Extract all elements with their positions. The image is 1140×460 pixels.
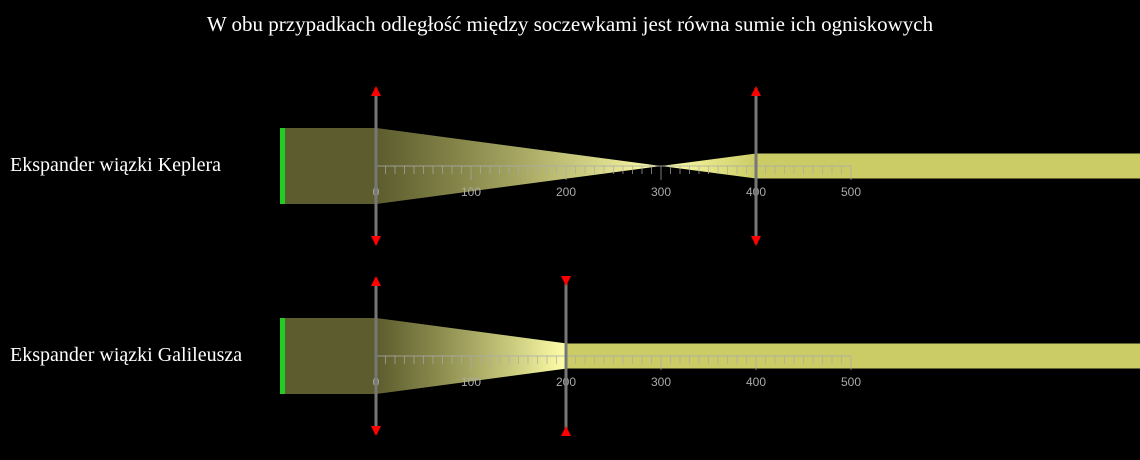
ruler-tick-label: 400 bbox=[746, 375, 766, 389]
setup-1: 0100200300400500 bbox=[280, 276, 1140, 436]
input-beam bbox=[283, 128, 376, 204]
lens-arrow-inward-top-icon bbox=[561, 276, 571, 286]
lens-1 bbox=[371, 276, 381, 436]
setup-0: 0100200300400500 bbox=[280, 86, 1140, 246]
lens-arrow-up-icon bbox=[371, 86, 381, 96]
ruler-tick-label: 500 bbox=[841, 375, 861, 389]
ruler-tick-label: 100 bbox=[461, 185, 481, 199]
light-source bbox=[280, 318, 285, 394]
galileo-label: Ekspander wiązki Galileusza bbox=[10, 344, 243, 366]
lens-arrow-down-icon bbox=[371, 426, 381, 436]
light-source bbox=[280, 128, 285, 204]
kepler-label: Ekspander wiązki Keplera bbox=[10, 154, 222, 176]
lens-1 bbox=[371, 86, 381, 246]
lens-arrow-up-icon bbox=[371, 276, 381, 286]
ruler-tick-label: 300 bbox=[651, 185, 671, 199]
lens-2 bbox=[561, 276, 571, 436]
lens-arrow-inward-bottom-icon bbox=[561, 426, 571, 436]
ruler-tick-label: 500 bbox=[841, 185, 861, 199]
input-beam bbox=[283, 318, 376, 394]
ruler-tick-label: 300 bbox=[651, 375, 671, 389]
diagram-caption: W obu przypadkach odległość między socze… bbox=[206, 12, 934, 36]
lens-2 bbox=[751, 86, 761, 246]
ruler-tick-label: 100 bbox=[461, 375, 481, 389]
lens-arrow-up-icon bbox=[751, 86, 761, 96]
lens-arrow-down-icon bbox=[751, 236, 761, 246]
lens-arrow-down-icon bbox=[371, 236, 381, 246]
ruler-tick-label: 200 bbox=[556, 185, 576, 199]
